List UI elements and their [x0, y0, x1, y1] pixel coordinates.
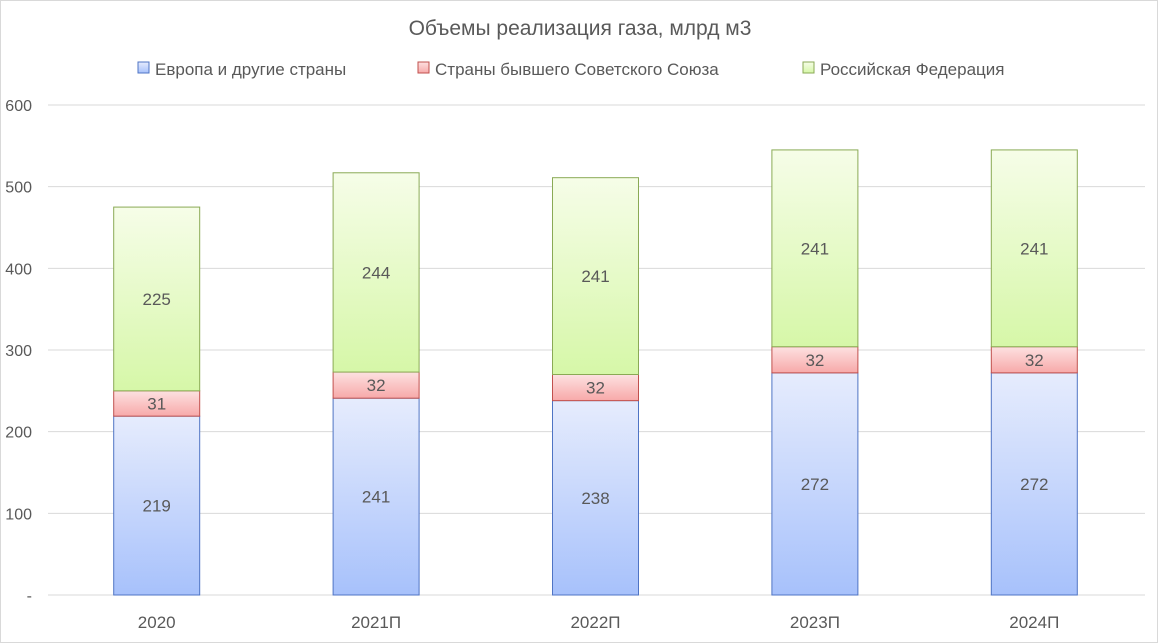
bar-2021П-series-1 — [332, 397, 420, 596]
y-tick-label: 400 — [5, 261, 32, 278]
bar-2024П-series-2 — [990, 346, 1078, 374]
bar-2023П-series-3 — [771, 149, 859, 348]
bar-2022П-series-1 — [552, 400, 639, 596]
data-label: 32 — [586, 379, 605, 398]
legend-swatch-2 — [417, 61, 430, 74]
legend-label-3: Российская Федерация — [820, 60, 1004, 79]
bar-2020-series-1 — [113, 415, 201, 596]
y-tick-label: 300 — [5, 343, 32, 360]
chart-title: Объемы реализация газа, млрд м3 — [409, 17, 752, 40]
y-tick-label: 200 — [5, 425, 32, 442]
bars: 219 31 225 241 32 244 238 32 241 272 32 241 272 32 241 — [113, 149, 1078, 596]
data-label: 225 — [143, 290, 171, 309]
bar-2024П-series-1 — [990, 372, 1078, 596]
bar-2021П-series-2 — [332, 371, 420, 399]
bar-2020-series-3 — [113, 206, 201, 392]
x-tick-label: 2024П — [1009, 613, 1059, 632]
x-tick-label: 2022П — [570, 613, 620, 632]
data-label: 32 — [805, 351, 824, 370]
data-label: 238 — [581, 489, 609, 508]
data-label: 32 — [1025, 351, 1044, 370]
data-label: 219 — [143, 497, 171, 516]
bar-2023П-series-1 — [771, 372, 859, 596]
x-tick-label: 2021П — [351, 613, 401, 632]
bar-2022П-series-3 — [552, 177, 639, 375]
data-label: 241 — [362, 488, 390, 507]
legend: Европа и другие страны Страны бывшего Сов… — [137, 60, 1004, 79]
legend-label-1: Европа и другие страны — [155, 60, 346, 79]
legend-swatch-3 — [802, 61, 815, 74]
y-tick-label: 100 — [5, 506, 32, 523]
data-label: 272 — [1020, 475, 1048, 494]
bar-2021П-series-3 — [332, 172, 420, 373]
data-label: 241 — [801, 239, 829, 258]
y-axis: - 100 200 300 400 500 600 — [5, 98, 32, 605]
bar-2022П-series-2 — [552, 374, 639, 402]
data-label: 32 — [367, 376, 386, 395]
legend-label-2: Страны бывшего Советского Союза — [435, 60, 719, 79]
data-label: 241 — [581, 267, 609, 286]
bar-2020-series-2 — [113, 390, 201, 417]
x-axis: 2020 2021П 2022П 2023П 2024П — [138, 613, 1060, 632]
data-label: 272 — [801, 475, 829, 494]
x-tick-label: 2023П — [790, 613, 840, 632]
y-tick-label: 600 — [5, 98, 32, 115]
legend-swatch-1 — [137, 61, 150, 74]
bar-2024П-series-3 — [990, 149, 1078, 348]
y-tick-label: - — [27, 588, 32, 605]
y-tick-label: 500 — [5, 180, 32, 197]
data-label: 241 — [1020, 239, 1048, 258]
data-label: 244 — [362, 263, 390, 282]
bar-2023П-series-2 — [771, 346, 859, 374]
data-label: 31 — [147, 394, 166, 413]
x-tick-label: 2020 — [138, 613, 176, 632]
